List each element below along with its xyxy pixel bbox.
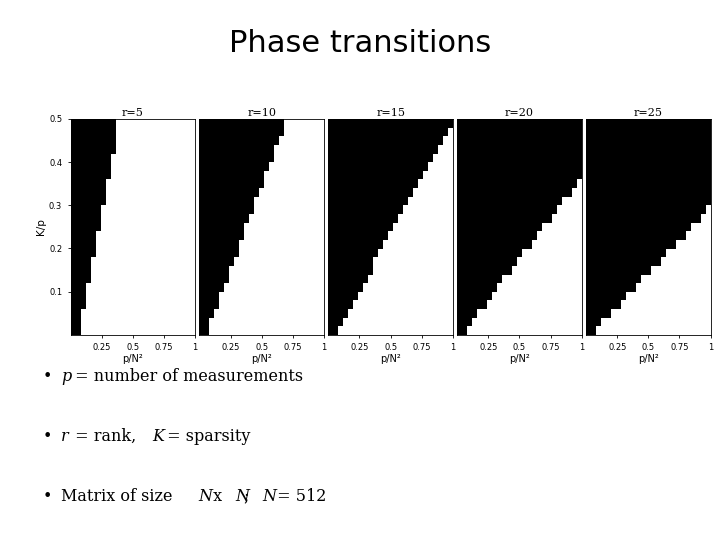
Text: •: • [42,428,57,444]
Title: r=20: r=20 [505,108,534,118]
Text: Matrix of size: Matrix of size [61,488,178,504]
Text: = rank,: = rank, [70,428,142,444]
Text: x: x [208,488,227,504]
Text: = 512: = 512 [272,488,326,504]
Text: K: K [153,428,165,444]
Text: •: • [42,368,57,384]
Text: Phase transitions: Phase transitions [229,29,491,58]
Text: = number of measurements: = number of measurements [70,368,303,384]
Title: r=15: r=15 [376,108,405,118]
Y-axis label: K/p: K/p [36,218,46,235]
Text: •: • [42,488,57,504]
Title: r=5: r=5 [122,108,144,118]
X-axis label: p/N²: p/N² [122,354,143,363]
Text: = sparsity: = sparsity [162,428,251,444]
Text: N: N [263,488,276,504]
Text: ;: ; [244,488,255,504]
X-axis label: p/N²: p/N² [509,354,530,363]
Text: N: N [235,488,249,504]
Text: p: p [61,368,71,384]
X-axis label: p/N²: p/N² [638,354,659,363]
Text: r: r [61,428,68,444]
X-axis label: p/N²: p/N² [380,354,401,363]
Title: r=25: r=25 [634,108,663,118]
X-axis label: p/N²: p/N² [251,354,272,363]
Text: N: N [199,488,212,504]
Title: r=10: r=10 [247,108,276,118]
